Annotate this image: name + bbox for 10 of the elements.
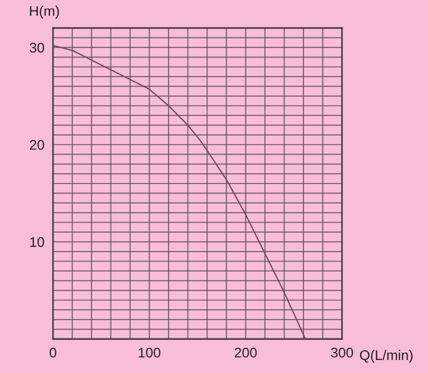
y-tick-label: 20 xyxy=(30,140,44,150)
y-tick-label: 10 xyxy=(30,237,44,247)
line-series xyxy=(53,44,306,339)
x-tick-label: 0 xyxy=(50,348,56,358)
x-tick-label: 200 xyxy=(234,348,257,358)
y-axis-title: H(m) xyxy=(30,6,59,19)
x-axis-title: Q(L/min) xyxy=(360,350,412,363)
x-tick-label: 100 xyxy=(138,348,160,358)
y-tick-label: 30 xyxy=(30,42,44,53)
x-tick-label: 300 xyxy=(330,348,354,358)
